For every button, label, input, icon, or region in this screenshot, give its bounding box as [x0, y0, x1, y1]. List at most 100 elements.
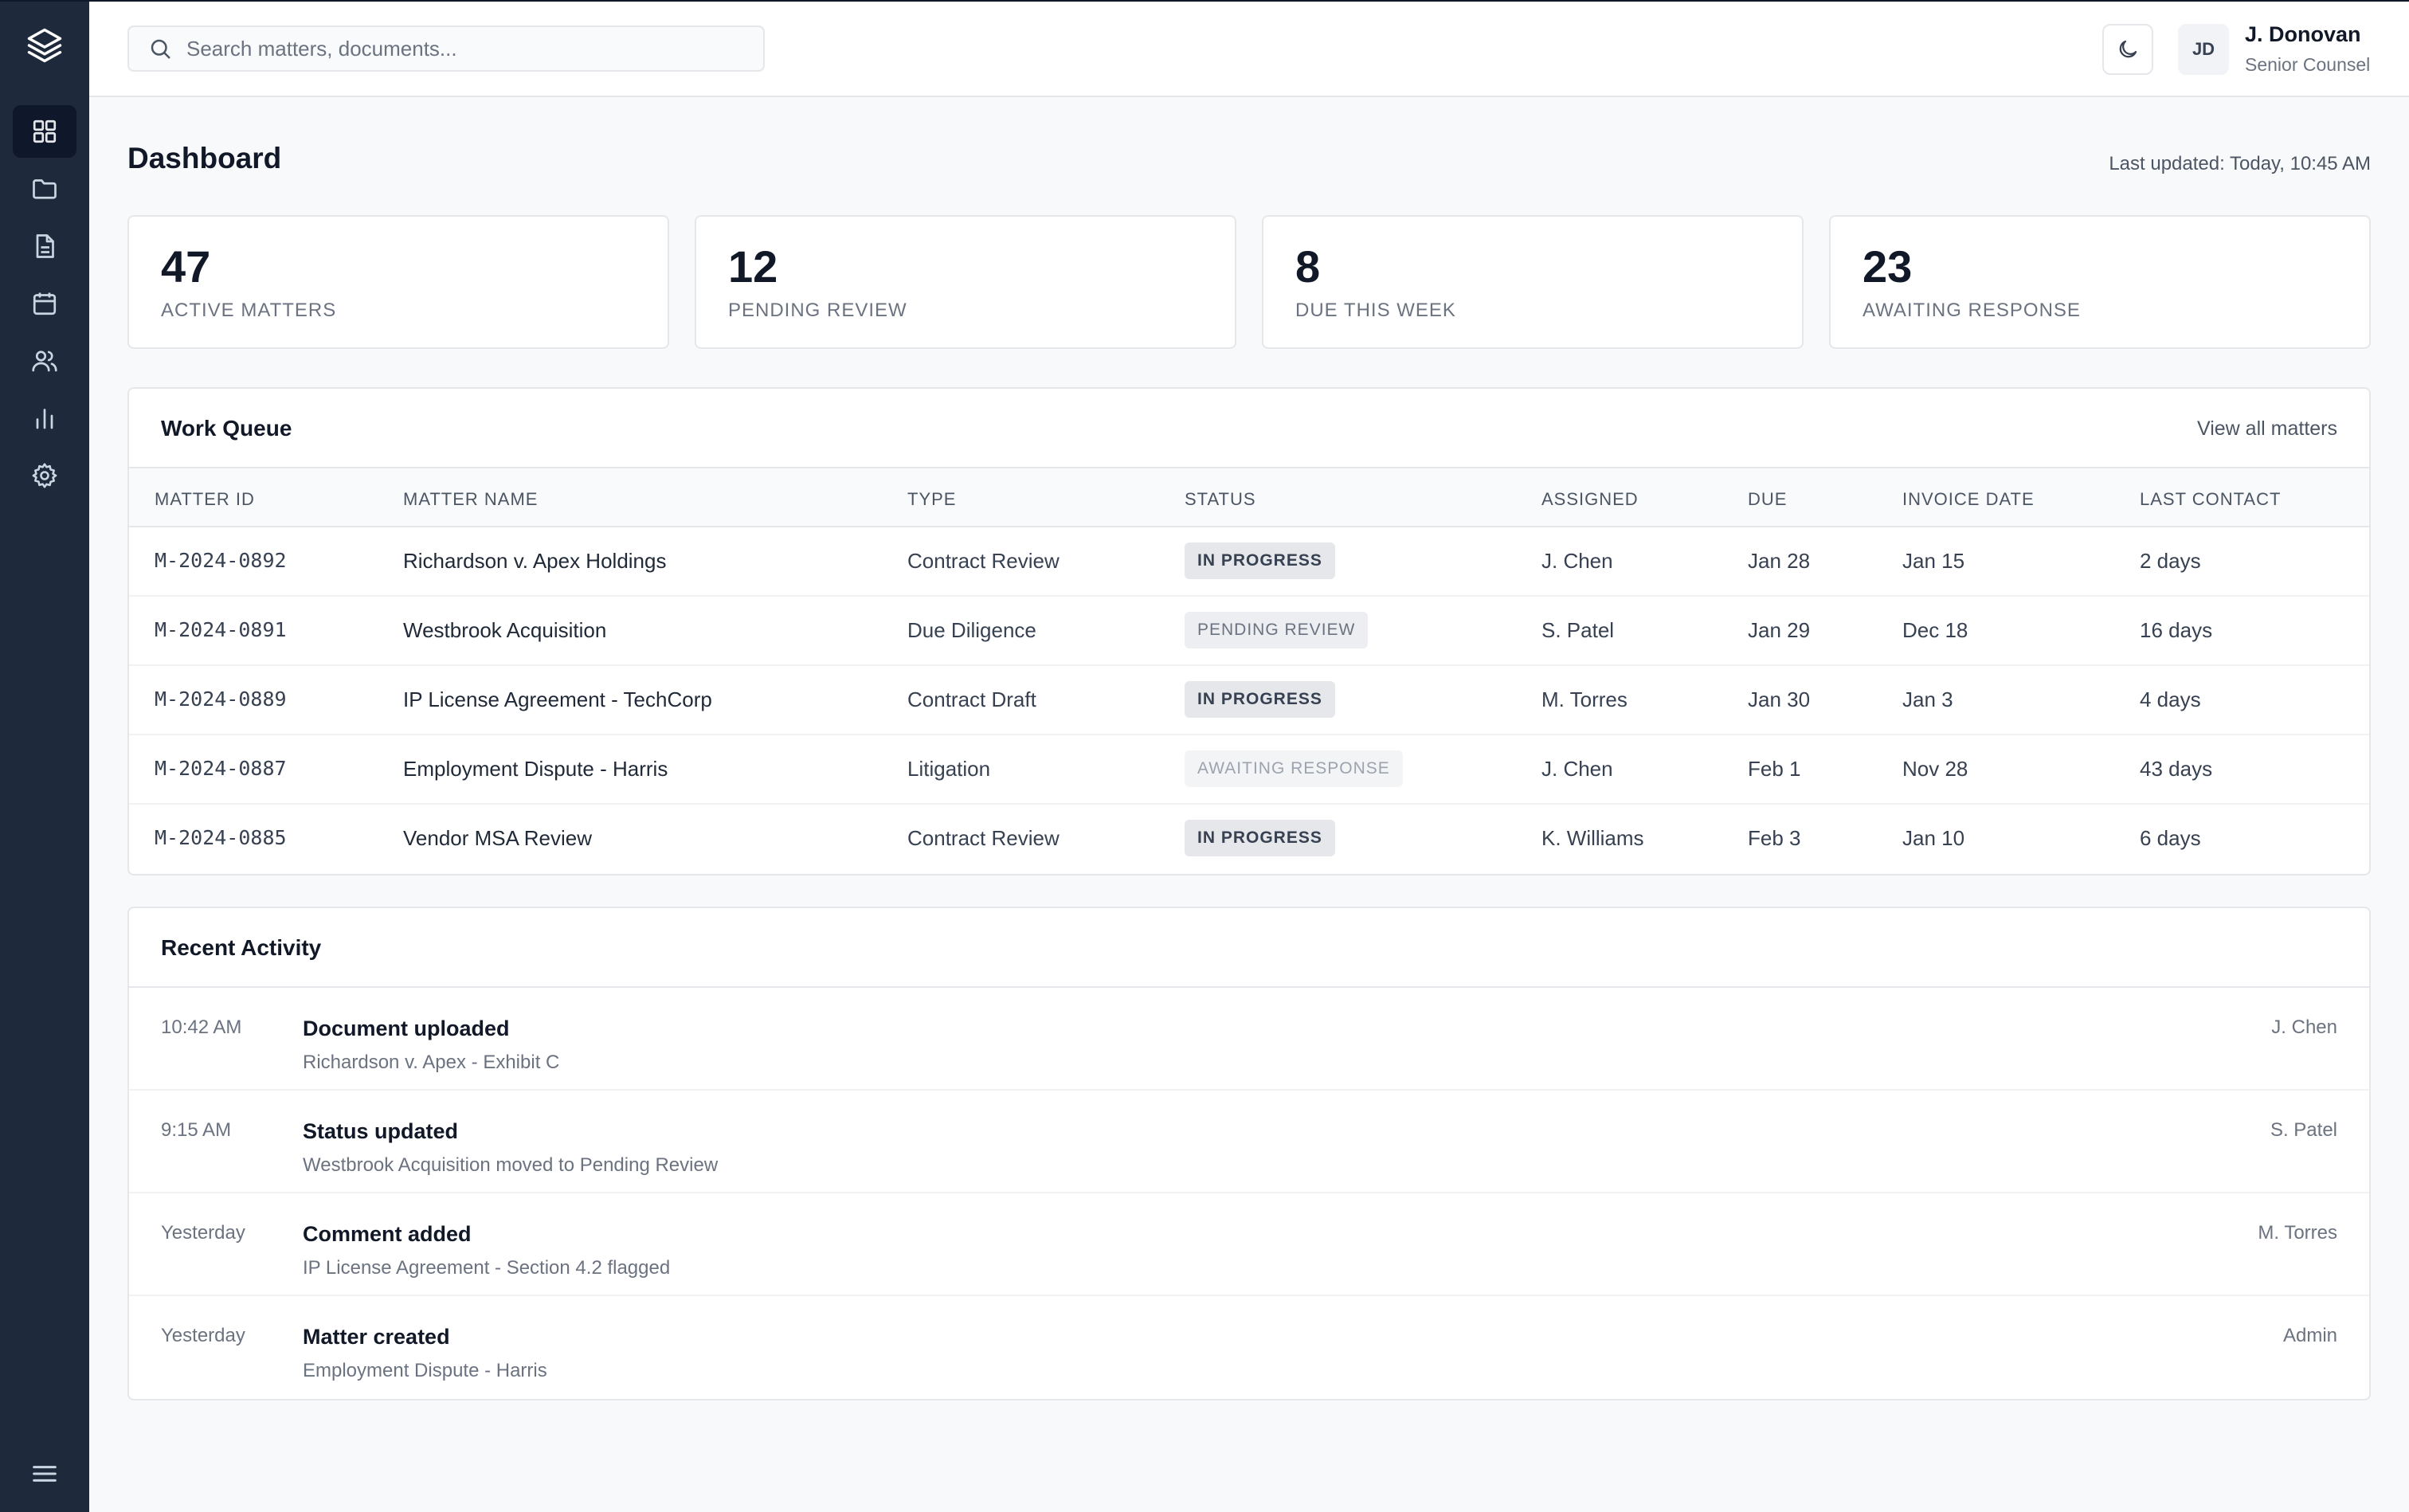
- matter-name[interactable]: Richardson v. Apex Holdings: [403, 549, 667, 573]
- table-row[interactable]: M-2024-0892 Richardson v. Apex Holdings …: [129, 527, 2369, 597]
- matter-type: Litigation: [907, 757, 991, 781]
- moon-icon: [2119, 40, 2137, 58]
- avatar[interactable]: JD: [2178, 24, 2229, 75]
- layers-logo-icon[interactable]: [24, 25, 65, 66]
- activity-detail: IP License Agreement - Section 4.2 flagg…: [303, 1257, 671, 1279]
- column-header-last-contact[interactable]: LAST CONTACT: [2140, 489, 2282, 509]
- matter-id: M-2024-0891: [155, 618, 287, 641]
- last-contact: 6 days: [2140, 826, 2201, 850]
- matter-id: M-2024-0887: [155, 757, 287, 780]
- activity-user: M. Torres: [2258, 1222, 2337, 1244]
- work-queue-title: Work Queue: [161, 416, 292, 441]
- column-header-assigned[interactable]: ASSIGNED: [1541, 489, 1639, 509]
- activity-user: J. Chen: [2271, 1016, 2337, 1038]
- stat-value: 8: [1295, 241, 1321, 292]
- activity-item[interactable]: Yesterday Matter created Employment Disp…: [129, 1296, 2369, 1399]
- stat-label: PENDING REVIEW: [728, 300, 907, 321]
- column-header-due[interactable]: DUE: [1748, 489, 1788, 509]
- matter-name[interactable]: IP License Agreement - TechCorp: [403, 687, 712, 711]
- last-contact: 4 days: [2140, 687, 2201, 711]
- page-title: Dashboard: [127, 142, 282, 174]
- assigned-to: J. Chen: [1541, 549, 1613, 573]
- activity-item[interactable]: 10:42 AM Document uploaded Richardson v.…: [129, 988, 2369, 1091]
- gear-icon: [32, 463, 57, 488]
- matter-name[interactable]: Vendor MSA Review: [403, 826, 593, 850]
- user-role: Senior Counsel: [2245, 54, 2371, 75]
- stat-card-pending-review[interactable]: 12 PENDING REVIEW: [695, 215, 1236, 349]
- sidebar-item-matters[interactable]: [13, 163, 76, 215]
- column-header-matter-id[interactable]: MATTER ID: [155, 489, 255, 509]
- work-queue-header: Work Queue View all matters: [129, 389, 2369, 468]
- bar-chart-icon: [36, 409, 53, 429]
- assigned-to: K. Williams: [1541, 826, 1644, 850]
- status-badge: IN PROGRESS: [1185, 543, 1335, 579]
- sidebar-item-calendar[interactable]: [13, 277, 76, 330]
- top-bar: JD J. Donovan Senior Counsel: [89, 0, 2409, 97]
- column-header-type[interactable]: TYPE: [907, 489, 957, 509]
- table-row[interactable]: M-2024-0887 Employment Dispute - Harris …: [129, 735, 2369, 805]
- matter-name[interactable]: Employment Dispute - Harris: [403, 757, 668, 781]
- last-updated: Last updated: Today, 10:45 AM: [2109, 153, 2371, 174]
- view-all-matters-link[interactable]: View all matters: [2197, 417, 2337, 440]
- sidebar-item-clients[interactable]: [13, 335, 76, 387]
- search-input[interactable]: [186, 36, 744, 61]
- dashboard-icon: [33, 119, 57, 143]
- activity-time: Yesterday: [161, 1325, 245, 1346]
- sidebar-item-dashboard[interactable]: [13, 105, 76, 158]
- user-name[interactable]: J. Donovan: [2245, 22, 2361, 46]
- stat-label: ACTIVE MATTERS: [161, 300, 337, 321]
- invoice-date: Jan 15: [1902, 549, 1965, 573]
- users-icon: [32, 351, 57, 372]
- activity-user: Admin: [2282, 1325, 2337, 1346]
- due-date: Jan 28: [1748, 549, 1811, 573]
- status-badge: IN PROGRESS: [1185, 820, 1335, 856]
- sidebar-item-reports[interactable]: [13, 392, 76, 445]
- activity-item[interactable]: Yesterday Comment added IP License Agree…: [129, 1193, 2369, 1296]
- column-header-matter-name[interactable]: MATTER NAME: [403, 489, 539, 509]
- activity-item[interactable]: 9:15 AM Status updated Westbrook Acquisi…: [129, 1091, 2369, 1193]
- assigned-to: M. Torres: [1541, 687, 1628, 711]
- matter-id: M-2024-0892: [155, 549, 287, 572]
- matter-id: M-2024-0885: [155, 826, 287, 849]
- column-header-status[interactable]: STATUS: [1185, 489, 1256, 509]
- menu-icon[interactable]: [29, 1458, 61, 1490]
- matter-type: Contract Draft: [907, 687, 1036, 711]
- assigned-to: S. Patel: [1541, 618, 1615, 642]
- calendar-icon: [33, 292, 57, 315]
- status-badge: AWAITING RESPONSE: [1185, 750, 1403, 787]
- matter-type: Due Diligence: [907, 618, 1036, 642]
- dark-mode-toggle[interactable]: [2102, 24, 2153, 75]
- matter-id: M-2024-0889: [155, 687, 287, 711]
- stat-value: 47: [161, 241, 211, 292]
- table-row[interactable]: M-2024-0889 IP License Agreement - TechC…: [129, 666, 2369, 735]
- stat-card-awaiting-response[interactable]: 23 AWAITING RESPONSE: [1829, 215, 2371, 349]
- recent-activity-title: Recent Activity: [161, 935, 322, 960]
- assigned-to: J. Chen: [1541, 757, 1613, 781]
- activity-time: 9:15 AM: [161, 1119, 232, 1141]
- invoice-date: Jan 3: [1902, 687, 1953, 711]
- stat-card-active-matters[interactable]: 47 ACTIVE MATTERS: [127, 215, 669, 349]
- status-badge: PENDING REVIEW: [1185, 612, 1369, 648]
- due-date: Feb 1: [1748, 757, 1801, 781]
- last-contact: 16 days: [2140, 618, 2213, 642]
- activity-detail: Employment Dispute - Harris: [303, 1360, 547, 1381]
- sidebar-item-documents[interactable]: [13, 220, 76, 272]
- matter-type: Contract Review: [907, 826, 1060, 850]
- table-row[interactable]: M-2024-0891 Westbrook Acquisition Due Di…: [129, 597, 2369, 666]
- matter-name[interactable]: Westbrook Acquisition: [403, 618, 607, 642]
- search-box[interactable]: [127, 25, 765, 72]
- table-row[interactable]: M-2024-0885 Vendor MSA Review Contract R…: [129, 805, 2369, 874]
- work-queue-panel: Work Queue View all matters MATTER ID MA…: [127, 387, 2371, 875]
- stat-card-due-this-week[interactable]: 8 DUE THIS WEEK: [1262, 215, 1804, 349]
- folder-icon: [33, 179, 57, 199]
- document-icon: [36, 234, 54, 258]
- invoice-date: Nov 28: [1902, 757, 1968, 781]
- last-contact: 2 days: [2140, 549, 2201, 573]
- recent-activity-panel: Recent Activity 10:42 AM Document upload…: [127, 907, 2371, 1400]
- activity-time: 10:42 AM: [161, 1016, 242, 1038]
- sidebar-item-settings[interactable]: [13, 449, 76, 502]
- column-header-invoice-date[interactable]: INVOICE DATE: [1902, 489, 2035, 509]
- invoice-date: Dec 18: [1902, 618, 1968, 642]
- stat-value: 12: [728, 241, 778, 292]
- activity-time: Yesterday: [161, 1222, 245, 1244]
